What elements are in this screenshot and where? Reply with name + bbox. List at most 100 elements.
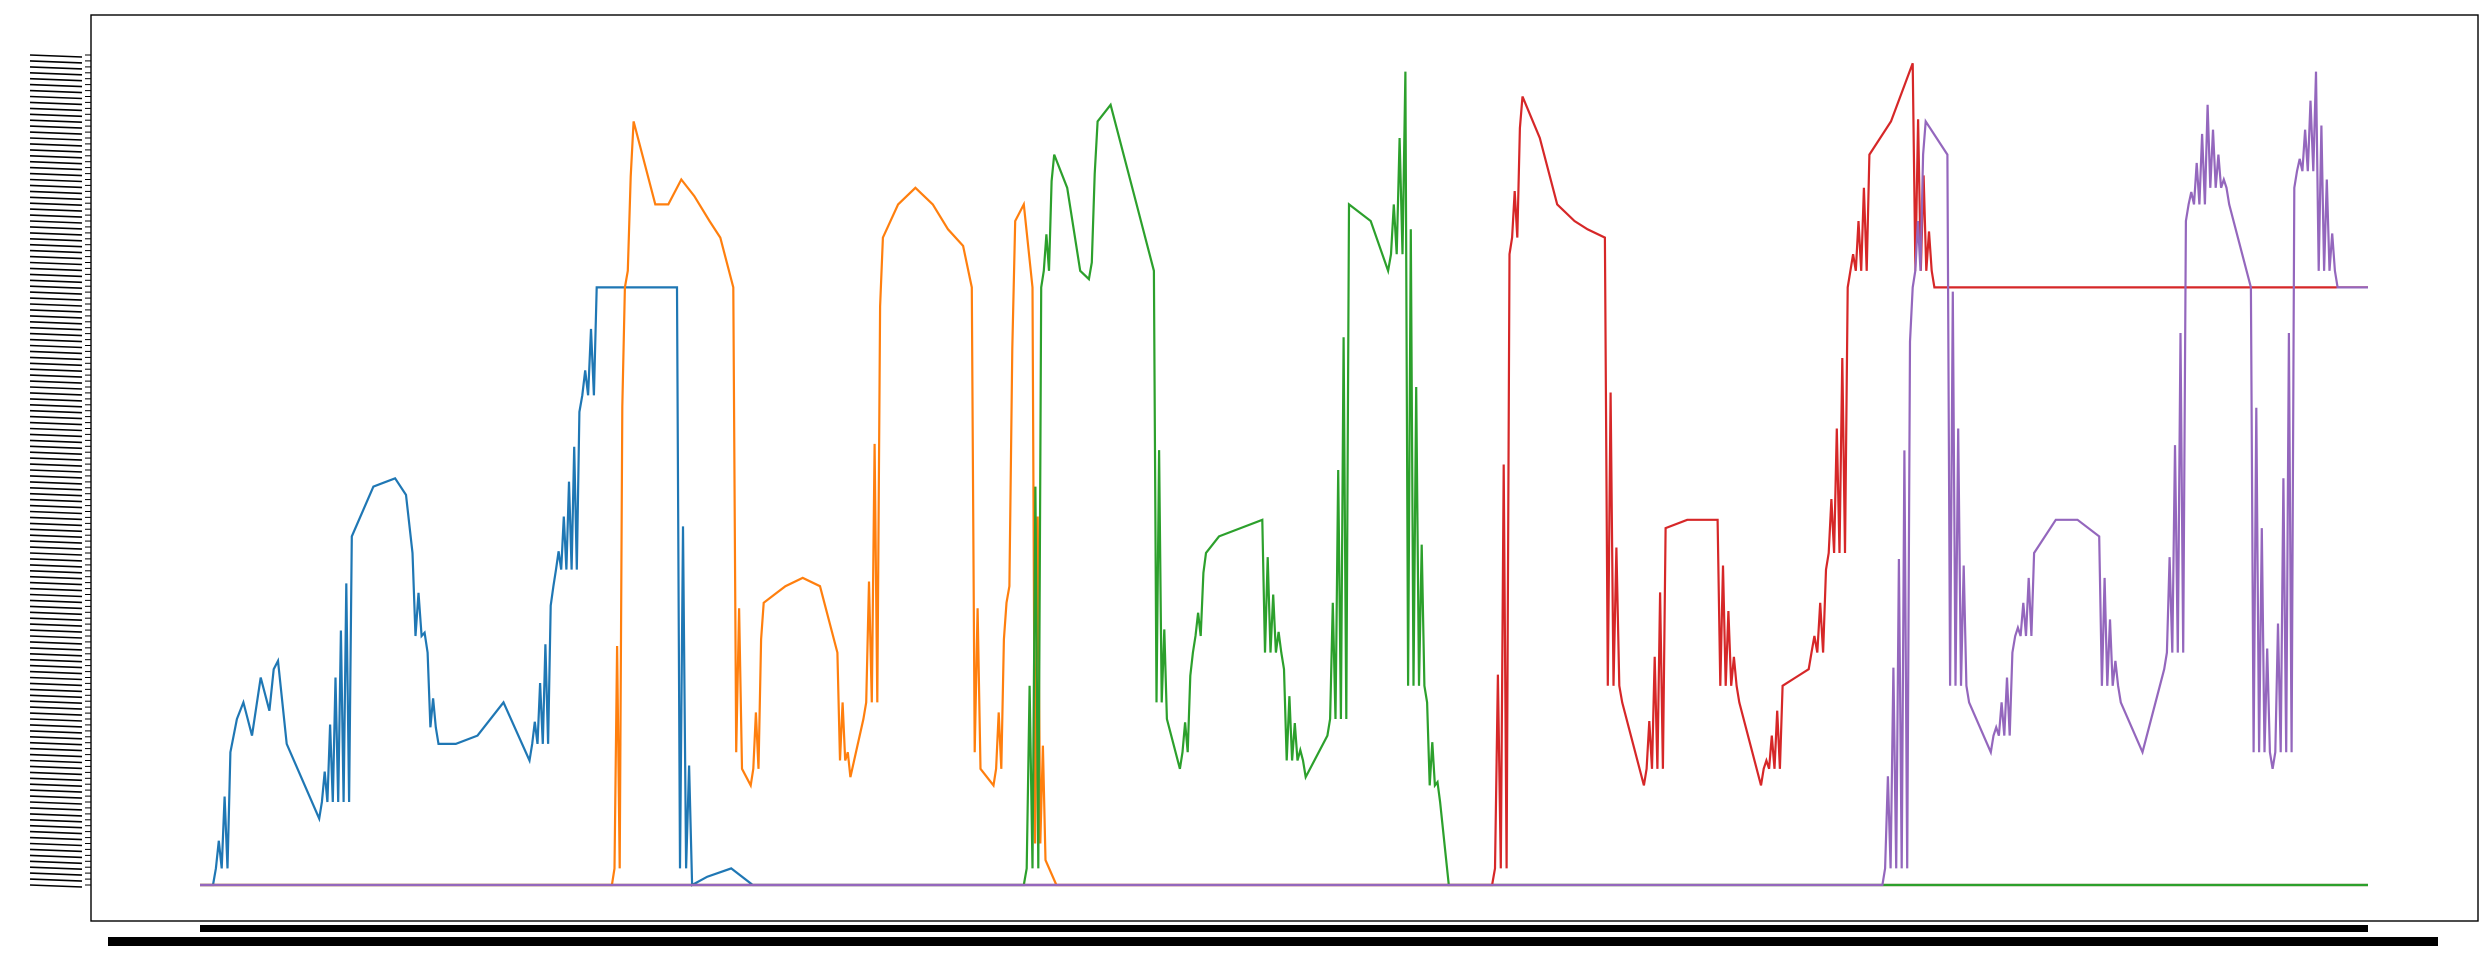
y-tick-label xyxy=(29,297,83,301)
y-tick-label xyxy=(29,552,83,556)
y-tick-label xyxy=(29,564,83,568)
y-tick-label xyxy=(29,487,83,491)
y-tick-label xyxy=(29,753,83,758)
y-tick-label xyxy=(29,83,83,88)
y-tick-label xyxy=(29,409,83,414)
y-tick-label xyxy=(29,60,83,64)
y-tick-label xyxy=(29,575,83,580)
y-tick-label xyxy=(29,362,83,367)
y-tick-label xyxy=(29,113,83,118)
y-tick-label xyxy=(29,249,83,254)
y-tick-label xyxy=(29,587,83,592)
y-tick-label xyxy=(29,386,83,390)
y-tick-label xyxy=(29,724,83,728)
y-tick-label xyxy=(29,190,83,195)
y-tick-label xyxy=(29,451,83,455)
y-tick-label xyxy=(29,700,83,704)
y-tick-label xyxy=(29,232,83,236)
y-tick-label xyxy=(29,392,83,396)
y-tick-label xyxy=(29,119,83,123)
y-tick-label xyxy=(29,819,83,823)
y-tick-label xyxy=(29,884,83,888)
y-tick-label xyxy=(29,291,83,295)
series-lines xyxy=(200,62,2368,887)
y-tick-label xyxy=(29,540,83,544)
y-tick-label xyxy=(29,676,83,681)
y-tick-label xyxy=(29,510,83,515)
y-tick-label xyxy=(29,279,83,284)
y-tick-label xyxy=(29,285,83,289)
y-tick-label xyxy=(29,664,83,669)
y-tick-label xyxy=(29,374,83,378)
y-tick-label xyxy=(29,842,83,847)
y-tick-label xyxy=(29,872,83,876)
series-line-3 xyxy=(200,71,2368,887)
y-tick-label xyxy=(29,202,83,206)
series-line-5 xyxy=(200,71,2368,887)
y-tick-label xyxy=(29,801,83,805)
y-tick-label xyxy=(29,860,83,865)
y-tick-label xyxy=(29,309,83,313)
y-tick-label xyxy=(29,149,83,153)
y-tick-label xyxy=(29,854,83,859)
y-tick-label xyxy=(29,160,83,165)
y-tick-label xyxy=(29,66,83,70)
y-tick-label xyxy=(29,593,83,598)
y-tick-label xyxy=(29,107,83,112)
y-tick-label xyxy=(29,783,83,787)
plot-frame xyxy=(90,14,2479,922)
y-tick-label xyxy=(29,315,83,319)
y-tick-label xyxy=(29,771,83,776)
y-tick-label xyxy=(29,208,83,212)
y-tick-label xyxy=(29,226,83,230)
y-tick-label xyxy=(29,433,83,438)
y-tick-label xyxy=(29,570,83,574)
y-tick-label xyxy=(29,504,83,509)
y-tick-label xyxy=(29,866,83,870)
y-tick-label xyxy=(29,356,83,361)
y-tick-label xyxy=(29,647,83,651)
y-tick-label xyxy=(29,184,83,189)
y-tick-label xyxy=(29,730,83,734)
y-tick-label xyxy=(29,528,83,533)
series-line-2 xyxy=(200,121,2368,887)
y-tick-label xyxy=(29,481,83,485)
y-tick-label xyxy=(29,824,83,829)
y-tick-label xyxy=(29,765,83,770)
y-tick-label xyxy=(29,72,83,76)
y-tick-label xyxy=(29,546,83,550)
y-tick-label xyxy=(29,789,83,793)
y-tick-label xyxy=(29,326,83,331)
y-tick-label xyxy=(29,498,83,503)
y-tick-label xyxy=(29,101,83,106)
y-tick-label xyxy=(29,380,83,384)
y-tick-label xyxy=(29,629,83,633)
y-tick-label xyxy=(29,261,83,266)
y-tick-label xyxy=(29,712,83,716)
y-tick-label xyxy=(29,718,83,722)
y-tick-label xyxy=(29,255,83,260)
y-tick-label xyxy=(29,166,83,171)
y-tick-label xyxy=(29,89,83,94)
y-tick-label xyxy=(29,534,83,538)
y-tick-label xyxy=(29,155,83,159)
y-tick-label xyxy=(29,77,83,82)
y-tick-label xyxy=(29,605,83,610)
y-tick-label xyxy=(29,439,83,444)
series-line-1 xyxy=(200,286,2368,887)
y-tick-label xyxy=(29,172,83,177)
y-tick-label xyxy=(29,321,83,325)
x-axis-ticks xyxy=(108,925,2438,946)
y-tick-label xyxy=(29,741,83,746)
y-tick-label xyxy=(29,54,83,58)
y-tick-label xyxy=(29,658,83,663)
y-tick-label xyxy=(29,653,83,657)
y-tick-label xyxy=(29,344,83,349)
y-tick-label xyxy=(29,795,83,799)
y-tick-label xyxy=(29,611,83,616)
y-tick-label xyxy=(29,332,83,337)
y-tick-label xyxy=(29,807,83,811)
y-tick-label xyxy=(29,581,83,586)
y-tick-label xyxy=(29,303,83,307)
